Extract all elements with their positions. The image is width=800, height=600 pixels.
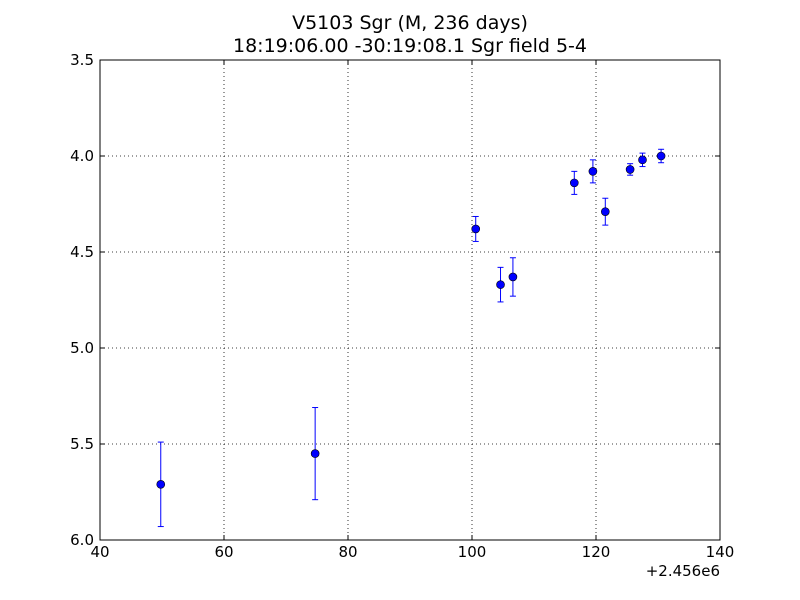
y-tick-label: 5.0 [70,339,94,357]
data-point [310,449,320,458]
chart-subtitle: 18:19:06.00 -30:19:08.1 Sgr field 5-4 [233,35,587,57]
y-tick-label: 6.0 [70,531,94,549]
y-tick-label: 3.5 [70,51,94,69]
axis-ticks [99,59,721,541]
y-tick-label: 5.5 [70,435,94,453]
data-point [471,224,481,234]
data-points [156,148,666,528]
data-point [569,178,579,188]
chart-title: V5103 Sgr (M, 236 days) [292,12,528,34]
grid-lines [100,60,720,540]
tick-labels: 40 60 80 100 120 140 3.5 4.0 4.5 5.0 5.5 6.0 [70,51,734,561]
x-tick-label: 80 [338,543,357,561]
data-point [156,480,166,489]
x-tick-label: 40 [90,543,109,561]
data-point [496,280,505,289]
y-tick-label: 4.5 [70,243,94,261]
data-point [638,155,647,165]
data-point [508,272,518,282]
data-point [656,151,666,161]
data-point [588,167,598,176]
data-point [600,207,610,216]
x-offset-label: +2.456e6 [646,562,720,580]
data-point [625,165,635,174]
x-tick-label: 100 [458,543,487,561]
x-tick-label: 60 [214,543,233,561]
plot-frame [99,59,721,541]
x-tick-label: 120 [582,543,611,561]
x-tick-label: 140 [706,543,735,561]
y-tick-label: 4.0 [70,147,94,165]
